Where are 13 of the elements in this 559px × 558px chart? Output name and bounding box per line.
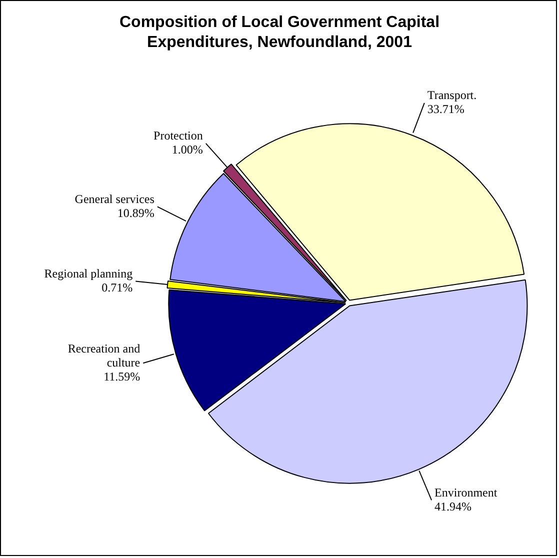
data-label: 11.59% <box>104 369 140 384</box>
slice-label: Regional planning <box>44 266 133 280</box>
data-label: 1.00% <box>172 142 203 157</box>
slice-label: Transport. <box>427 88 477 102</box>
data-label: 0.71% <box>102 280 133 294</box>
chart-title: Composition of Local Government Capital Expenditures, Newfoundland, 2001 <box>118 13 441 53</box>
data-label: 41.94% <box>434 499 472 514</box>
slice-label: Recreation and culture <box>68 341 140 370</box>
data-label: 33.71% <box>427 102 464 116</box>
slice-label: Environment <box>434 485 498 500</box>
slice-label: General services <box>74 192 155 206</box>
data-label: 10.89% <box>117 206 154 220</box>
slice-label: Protection <box>154 128 203 143</box>
